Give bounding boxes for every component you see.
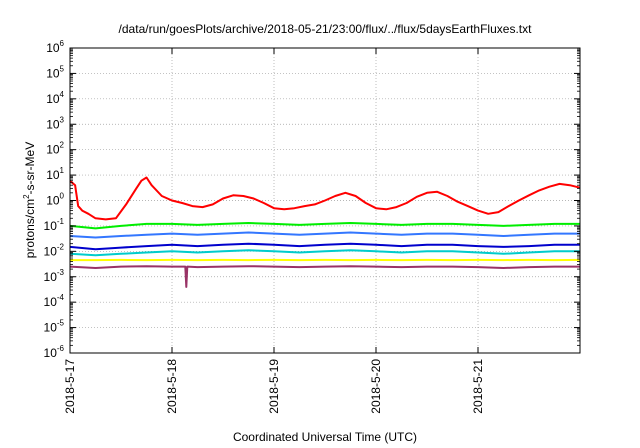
y-tick-label: 10-2	[44, 242, 65, 258]
y-tick-exponent: 2	[60, 141, 65, 150]
y-tick-exponent: 4	[60, 90, 65, 99]
series-line-5	[69, 249, 580, 257]
x-tick-label: 2018-5-20	[369, 359, 383, 414]
series-line-7	[69, 265, 580, 288]
y-tick-base: 10	[46, 194, 60, 208]
chart-title: /data/run/goesPlots/archive/2018-05-21/2…	[119, 22, 533, 36]
y-tick-exponent: -6	[57, 344, 65, 353]
y-tick-base: 10	[44, 244, 58, 258]
y-tick-base: 10	[44, 270, 58, 284]
y-tick-label: 10-6	[44, 344, 65, 360]
y-tick-label: 102	[46, 141, 64, 157]
y-axis-label: protons/cm2-s-sr-MeV	[22, 142, 37, 258]
x-tick-label: 2018-5-18	[165, 359, 179, 414]
y-tick-exponent: 0	[60, 192, 65, 201]
x-axis-label: Coordinated Universal Time (UTC)	[233, 430, 417, 444]
y-tick-exponent: 1	[60, 166, 65, 175]
y-tick-label: 106	[46, 39, 64, 55]
y-tick-exponent: -2	[57, 242, 65, 251]
y-tick-exponent: -3	[57, 268, 65, 277]
series-line-1	[69, 176, 581, 221]
y-tick-base: 10	[44, 321, 58, 335]
y-tick-exponent: -5	[57, 319, 65, 328]
series-line-2	[69, 222, 580, 230]
y-tick-base: 10	[44, 295, 58, 309]
y-axis-label-superscript: 2	[22, 194, 31, 199]
y-tick-label: 10-4	[44, 293, 65, 309]
y-tick-base: 10	[46, 41, 60, 55]
y-tick-exponent: -1	[57, 217, 65, 226]
axis-ticks	[69, 47, 580, 354]
x-tick-label: 2018-5-21	[471, 359, 485, 414]
y-tick-label: 104	[46, 90, 64, 106]
y-tick-label: 101	[46, 166, 64, 182]
y-axis-label-suffix: -s-sr-MeV	[23, 142, 37, 195]
series-layer	[69, 176, 581, 288]
y-tick-exponent: 6	[60, 39, 65, 48]
y-tick-labels: 10-610-510-410-310-210-11001011021031041…	[44, 39, 65, 360]
y-tick-exponent: 5	[60, 64, 65, 73]
y-tick-label: 10-5	[44, 319, 65, 335]
x-tick-label: 2018-5-19	[267, 359, 281, 414]
series-line-3	[69, 231, 580, 239]
y-tick-base: 10	[46, 66, 60, 80]
y-tick-base: 10	[44, 219, 58, 233]
y-tick-base: 10	[46, 168, 60, 182]
series-line-4	[69, 242, 580, 251]
y-tick-exponent: 3	[60, 115, 65, 124]
y-tick-label: 10-3	[44, 268, 65, 284]
y-tick-label: 10-1	[44, 217, 65, 233]
y-tick-exponent: -4	[57, 293, 65, 302]
y-tick-base: 10	[46, 117, 60, 131]
x-tick-labels: 2018-5-17 2018-5-18 2018-5-19 2018-5-20 2018…	[63, 359, 485, 414]
y-axis-label-prefix: protons/cm	[23, 199, 37, 258]
y-tick-label: 103	[46, 115, 64, 131]
y-tick-base: 10	[46, 143, 60, 157]
y-tick-label: 105	[46, 64, 64, 80]
y-tick-base: 10	[44, 346, 58, 360]
y-tick-base: 10	[46, 92, 60, 106]
x-tick-label: 2018-5-17	[63, 359, 77, 414]
y-tick-label: 100	[46, 192, 64, 208]
